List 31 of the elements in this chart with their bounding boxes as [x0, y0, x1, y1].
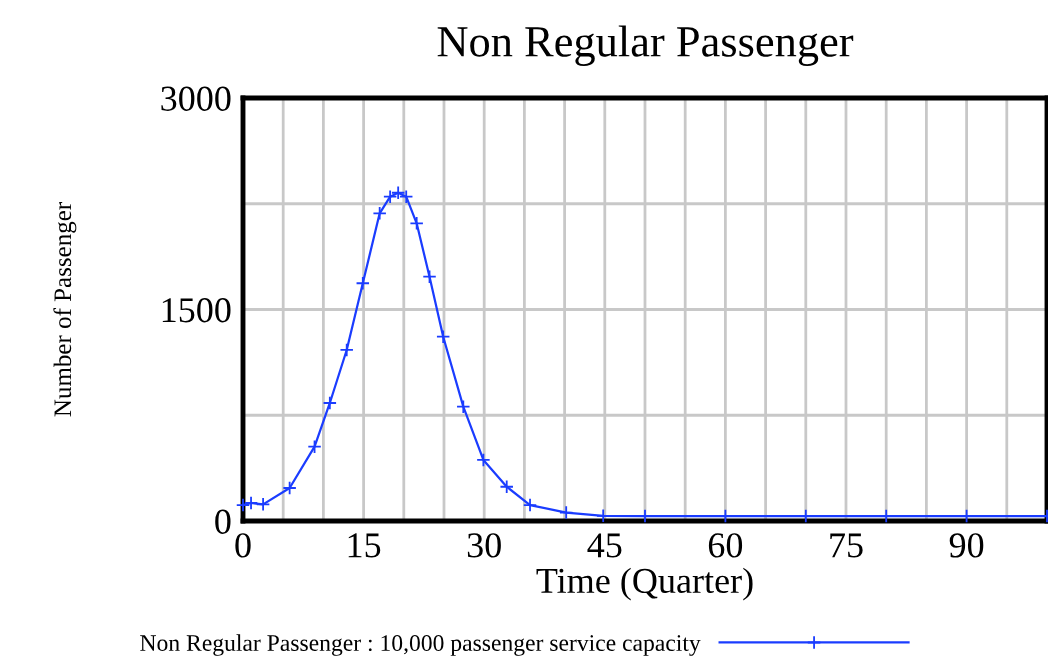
point — [436, 329, 451, 344]
point — [522, 497, 538, 513]
x-tick-label: 60 — [708, 533, 743, 558]
point — [559, 505, 574, 520]
point — [322, 395, 337, 411]
chart-title: Non Regular Passenger — [437, 25, 854, 66]
point — [399, 189, 414, 204]
point — [235, 497, 251, 513]
point — [499, 479, 514, 494]
point — [476, 452, 491, 468]
point — [339, 342, 354, 358]
y-axis-title: Number of Passenger — [53, 202, 77, 417]
y-tick-label: 0 — [215, 509, 231, 534]
point — [282, 480, 297, 496]
point — [422, 269, 437, 284]
x-tick-label: 0 — [235, 533, 251, 558]
x-tick-label: 75 — [830, 533, 863, 558]
x-tick-label: 45 — [587, 533, 622, 558]
x-axis-title: Time (Quarter) — [536, 567, 753, 601]
point — [355, 276, 370, 291]
x-tick-label: 90 — [949, 533, 984, 558]
x-tick-label: 15 — [348, 533, 381, 558]
text: Non Regular Passenger : 10,000 passenger service capacity — [140, 634, 701, 656]
point — [456, 399, 471, 414]
x-tick-label: 30 — [467, 533, 501, 558]
point — [255, 497, 271, 512]
point — [372, 206, 387, 221]
y-tick-label: 1500 — [162, 298, 231, 323]
y-tick-label: 3000 — [161, 86, 231, 111]
point — [409, 216, 424, 231]
point — [307, 439, 322, 454]
